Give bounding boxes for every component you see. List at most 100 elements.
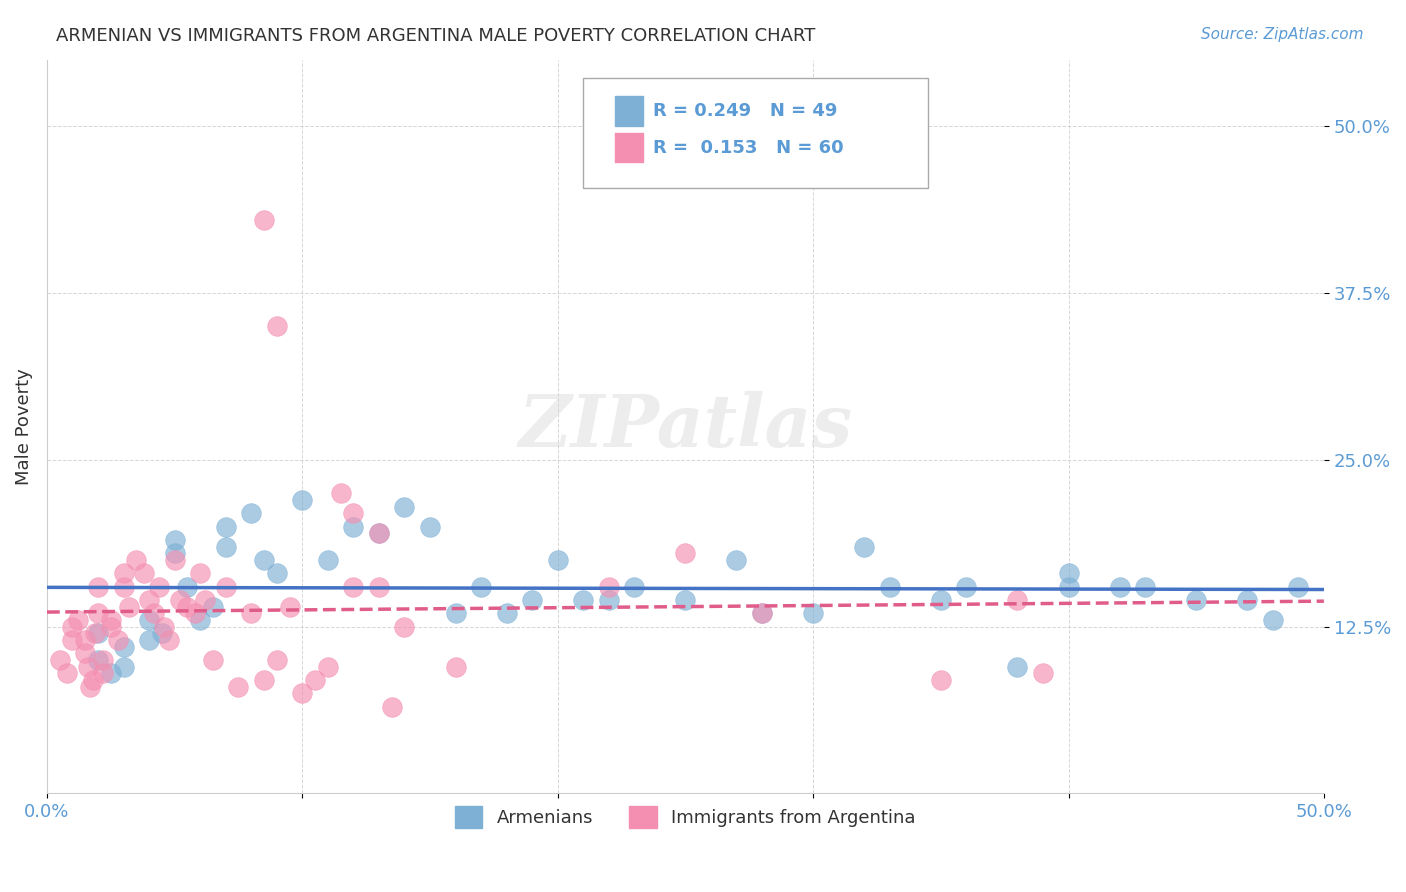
Point	[394, 500, 416, 514]
Point	[929, 593, 952, 607]
Point	[100, 613, 122, 627]
Point	[444, 659, 467, 673]
Point	[367, 526, 389, 541]
Point	[266, 319, 288, 334]
Point	[201, 653, 224, 667]
Point	[107, 632, 129, 647]
Point	[444, 606, 467, 620]
Point	[79, 680, 101, 694]
Point	[1057, 566, 1080, 581]
Text: ZIPatlas: ZIPatlas	[519, 391, 852, 462]
Point	[163, 546, 186, 560]
Point	[1236, 593, 1258, 607]
Point	[91, 666, 114, 681]
Point	[240, 506, 263, 520]
Point	[84, 626, 107, 640]
Point	[62, 619, 84, 633]
Point	[266, 653, 288, 667]
Point	[598, 580, 620, 594]
Point	[394, 619, 416, 633]
Point	[673, 546, 696, 560]
Text: R =  0.153   N = 60: R = 0.153 N = 60	[654, 138, 844, 157]
Text: ARMENIAN VS IMMIGRANTS FROM ARGENTINA MALE POVERTY CORRELATION CHART: ARMENIAN VS IMMIGRANTS FROM ARGENTINA MA…	[56, 27, 815, 45]
Point	[75, 646, 97, 660]
Point	[316, 659, 339, 673]
Point	[153, 619, 176, 633]
Y-axis label: Male Poverty: Male Poverty	[15, 368, 32, 485]
Point	[316, 553, 339, 567]
Point	[367, 526, 389, 541]
Legend: Armenians, Immigrants from Argentina: Armenians, Immigrants from Argentina	[449, 799, 922, 836]
Point	[112, 659, 135, 673]
Point	[66, 613, 89, 627]
Point	[159, 632, 181, 647]
Point	[138, 613, 160, 627]
Point	[100, 619, 122, 633]
Point	[1032, 666, 1054, 681]
Point	[329, 486, 352, 500]
Point	[291, 492, 314, 507]
Point	[62, 632, 84, 647]
Point	[184, 606, 207, 620]
Point	[253, 673, 276, 687]
Point	[138, 593, 160, 607]
Point	[163, 553, 186, 567]
Point	[148, 580, 170, 594]
Point	[143, 606, 166, 620]
Point	[1133, 580, 1156, 594]
Point	[253, 212, 276, 227]
Point	[132, 566, 155, 581]
Point	[228, 680, 250, 694]
Point	[75, 632, 97, 647]
Point	[194, 593, 217, 607]
Point	[112, 640, 135, 654]
Bar	[616, 96, 644, 126]
Point	[253, 553, 276, 567]
Point	[291, 686, 314, 700]
Point	[547, 553, 569, 567]
Point	[367, 580, 389, 594]
Point	[100, 666, 122, 681]
Point	[1108, 580, 1130, 594]
Point	[381, 699, 404, 714]
Point	[215, 519, 238, 533]
Point	[520, 593, 543, 607]
Point	[342, 580, 364, 594]
Point	[201, 599, 224, 614]
Point	[751, 606, 773, 620]
Point	[176, 580, 198, 594]
Point	[598, 593, 620, 607]
Point	[87, 606, 110, 620]
Point	[572, 593, 595, 607]
Point	[1007, 593, 1029, 607]
Point	[1286, 580, 1309, 594]
Point	[188, 613, 211, 627]
Point	[112, 580, 135, 594]
Point	[725, 553, 748, 567]
Point	[495, 606, 517, 620]
Point	[87, 626, 110, 640]
Bar	[616, 133, 644, 162]
Point	[1185, 593, 1208, 607]
Point	[342, 506, 364, 520]
Point	[879, 580, 901, 594]
Point	[304, 673, 326, 687]
Point	[853, 540, 876, 554]
Point	[87, 653, 110, 667]
FancyBboxPatch shape	[583, 78, 928, 188]
Point	[138, 632, 160, 647]
Point	[1007, 659, 1029, 673]
Point	[150, 626, 173, 640]
Point	[623, 580, 645, 594]
Point	[176, 599, 198, 614]
Point	[342, 519, 364, 533]
Point	[278, 599, 301, 614]
Point	[48, 653, 70, 667]
Point	[751, 606, 773, 620]
Point	[266, 566, 288, 581]
Point	[929, 673, 952, 687]
Point	[169, 593, 191, 607]
Point	[215, 540, 238, 554]
Point	[673, 593, 696, 607]
Point	[801, 606, 824, 620]
